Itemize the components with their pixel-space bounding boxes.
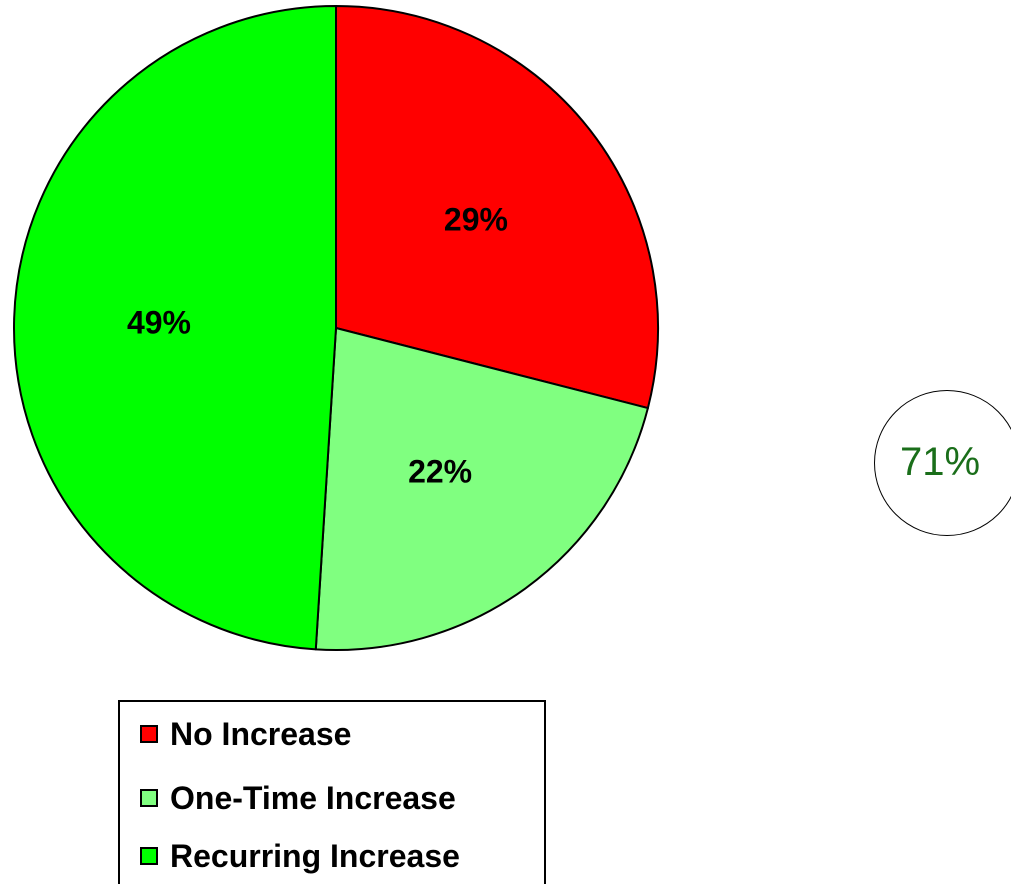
slice-label-no-increase: 29% (444, 201, 508, 237)
pie-slice-no-increase (335, 5, 659, 410)
legend-label-one-time-increase: One-Time Increase (170, 779, 456, 816)
legend-item-no-increase: No Increase (140, 714, 351, 754)
legend-swatch-recurring-increase (140, 847, 158, 865)
pie-slice-one-time-increase (314, 327, 649, 651)
pie-slices (13, 5, 659, 651)
slice-label-recurring-increase: 49% (127, 304, 191, 340)
legend-label-recurring-increase: Recurring Increase (170, 837, 460, 874)
legend-swatch-no-increase (140, 725, 158, 743)
pie-slice-labels: 29% 22% 49% (127, 201, 508, 489)
legend-label-no-increase: No Increase (170, 715, 352, 752)
legend-swatch-one-time-increase (140, 789, 158, 807)
slice-label-one-time-increase: 22% (408, 453, 472, 489)
legend-item-one-time-increase: One-Time Increase (140, 778, 456, 818)
chart-legend: No Increase One-Time Increase Recurring … (118, 700, 546, 884)
pie-slice-recurring-increase (13, 5, 337, 651)
legend-item-recurring-increase: Recurring Increase (140, 836, 460, 876)
callout-percentage: 71% (900, 440, 981, 484)
callout-circle (874, 390, 1011, 536)
